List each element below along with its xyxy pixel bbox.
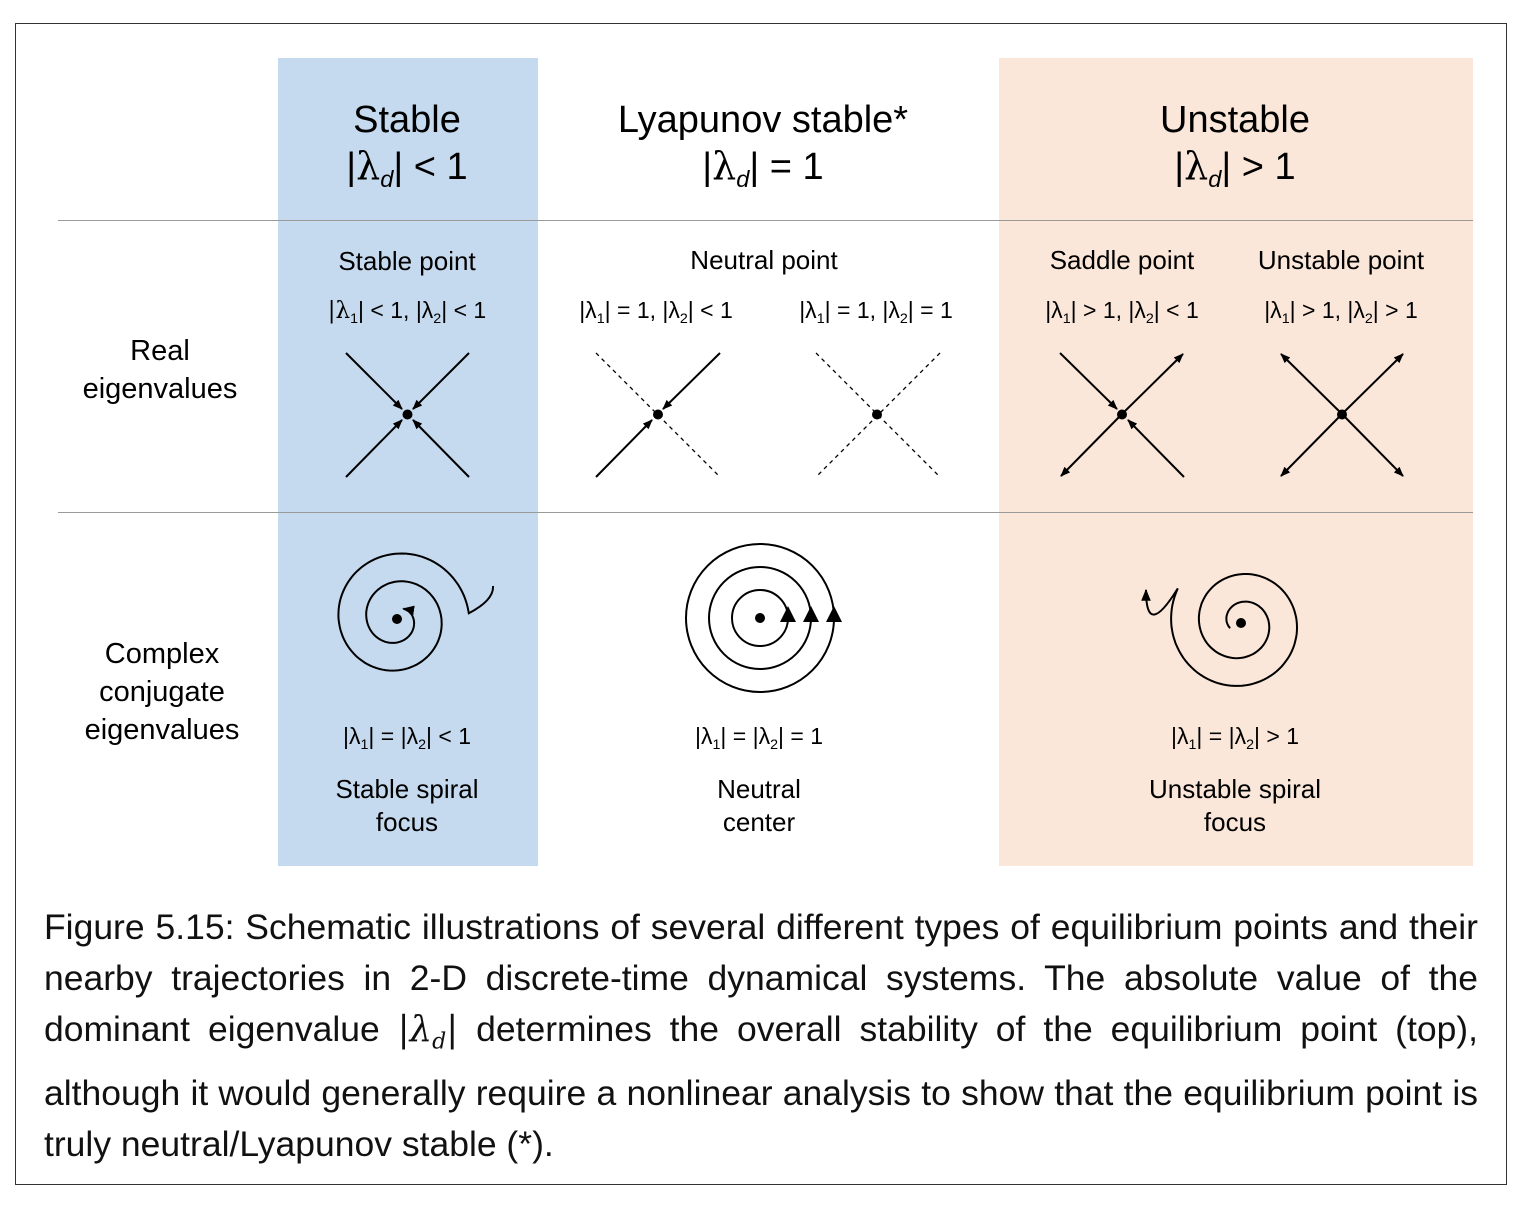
lyapunov-header: Lyapunov stable* |λd| = 1 xyxy=(618,97,908,202)
stable-spiral-condition: |λ1| = |λ2| < 1 xyxy=(342,723,472,753)
neutral-center-label: Neutral center xyxy=(717,774,801,837)
saddle-point-diagram xyxy=(1059,352,1185,478)
row-divider xyxy=(58,512,1473,513)
stable-spiral-diagram xyxy=(337,552,495,672)
unstable-title: Unstable xyxy=(1160,99,1310,141)
complex-eigenvalues-label: Complex conjugate eigenvalues xyxy=(84,638,240,746)
stable-header: Stable |λd| < 1 xyxy=(346,97,467,202)
lyapunov-title: Lyapunov stable* xyxy=(617,99,909,141)
neutral-center-condition: |λ1| = |λ2| = 1 xyxy=(694,723,824,753)
stable-point-diagram xyxy=(345,352,470,478)
neutral-point-b-diagram xyxy=(815,352,941,478)
unstable-spiral-focus-label: Unstable spiral focus xyxy=(1149,774,1321,837)
neutral-point-a-diagram xyxy=(595,352,721,478)
lyapunov-condition: |λd| = 1 xyxy=(702,144,824,193)
neutral-a-condition: |λ1| = 1, |λ2| < 1 xyxy=(579,297,733,327)
real-eigenvalues-label: Real eigenvalues xyxy=(82,335,238,405)
stable-column-band xyxy=(278,58,538,866)
saddle-point-label: Saddle point xyxy=(1049,245,1195,275)
header-divider xyxy=(58,220,1473,221)
unstable-condition: |λd| > 1 xyxy=(1174,144,1296,193)
unstable-point-label: Unstable point xyxy=(1257,245,1425,275)
stable-point-label: Stable point xyxy=(338,246,476,276)
unstable-column-band xyxy=(999,58,1473,866)
saddle-point-condition: |λ1| > 1, |λ2| < 1 xyxy=(1045,297,1199,327)
unstable-header: Unstable |λd| > 1 xyxy=(1160,97,1310,202)
caption-math: |λd| xyxy=(397,1009,459,1055)
stable-spiral-focus-label: Stable spiral focus xyxy=(335,774,479,837)
figure-frame xyxy=(15,23,1507,1185)
stable-point-condition: |λ1| < 1, |λ2| < 1 xyxy=(327,297,487,327)
unstable-point-condition: |λ1| > 1, |λ2| > 1 xyxy=(1264,297,1418,327)
neutral-center-diagram xyxy=(685,543,842,693)
unstable-spiral-condition: |λ1| = |λ2| > 1 xyxy=(1170,723,1300,753)
unstable-spiral-diagram xyxy=(1141,573,1299,687)
figure-caption: Figure 5.15: Schematic illustrations of … xyxy=(44,907,1478,1164)
stable-condition: |λd| < 1 xyxy=(346,144,468,193)
unstable-point-diagram xyxy=(1280,353,1404,477)
neutral-point-label: Neutral point xyxy=(690,245,838,275)
stable-title: Stable xyxy=(353,99,461,141)
neutral-b-condition: |λ1| = 1, |λ2| = 1 xyxy=(799,297,953,327)
